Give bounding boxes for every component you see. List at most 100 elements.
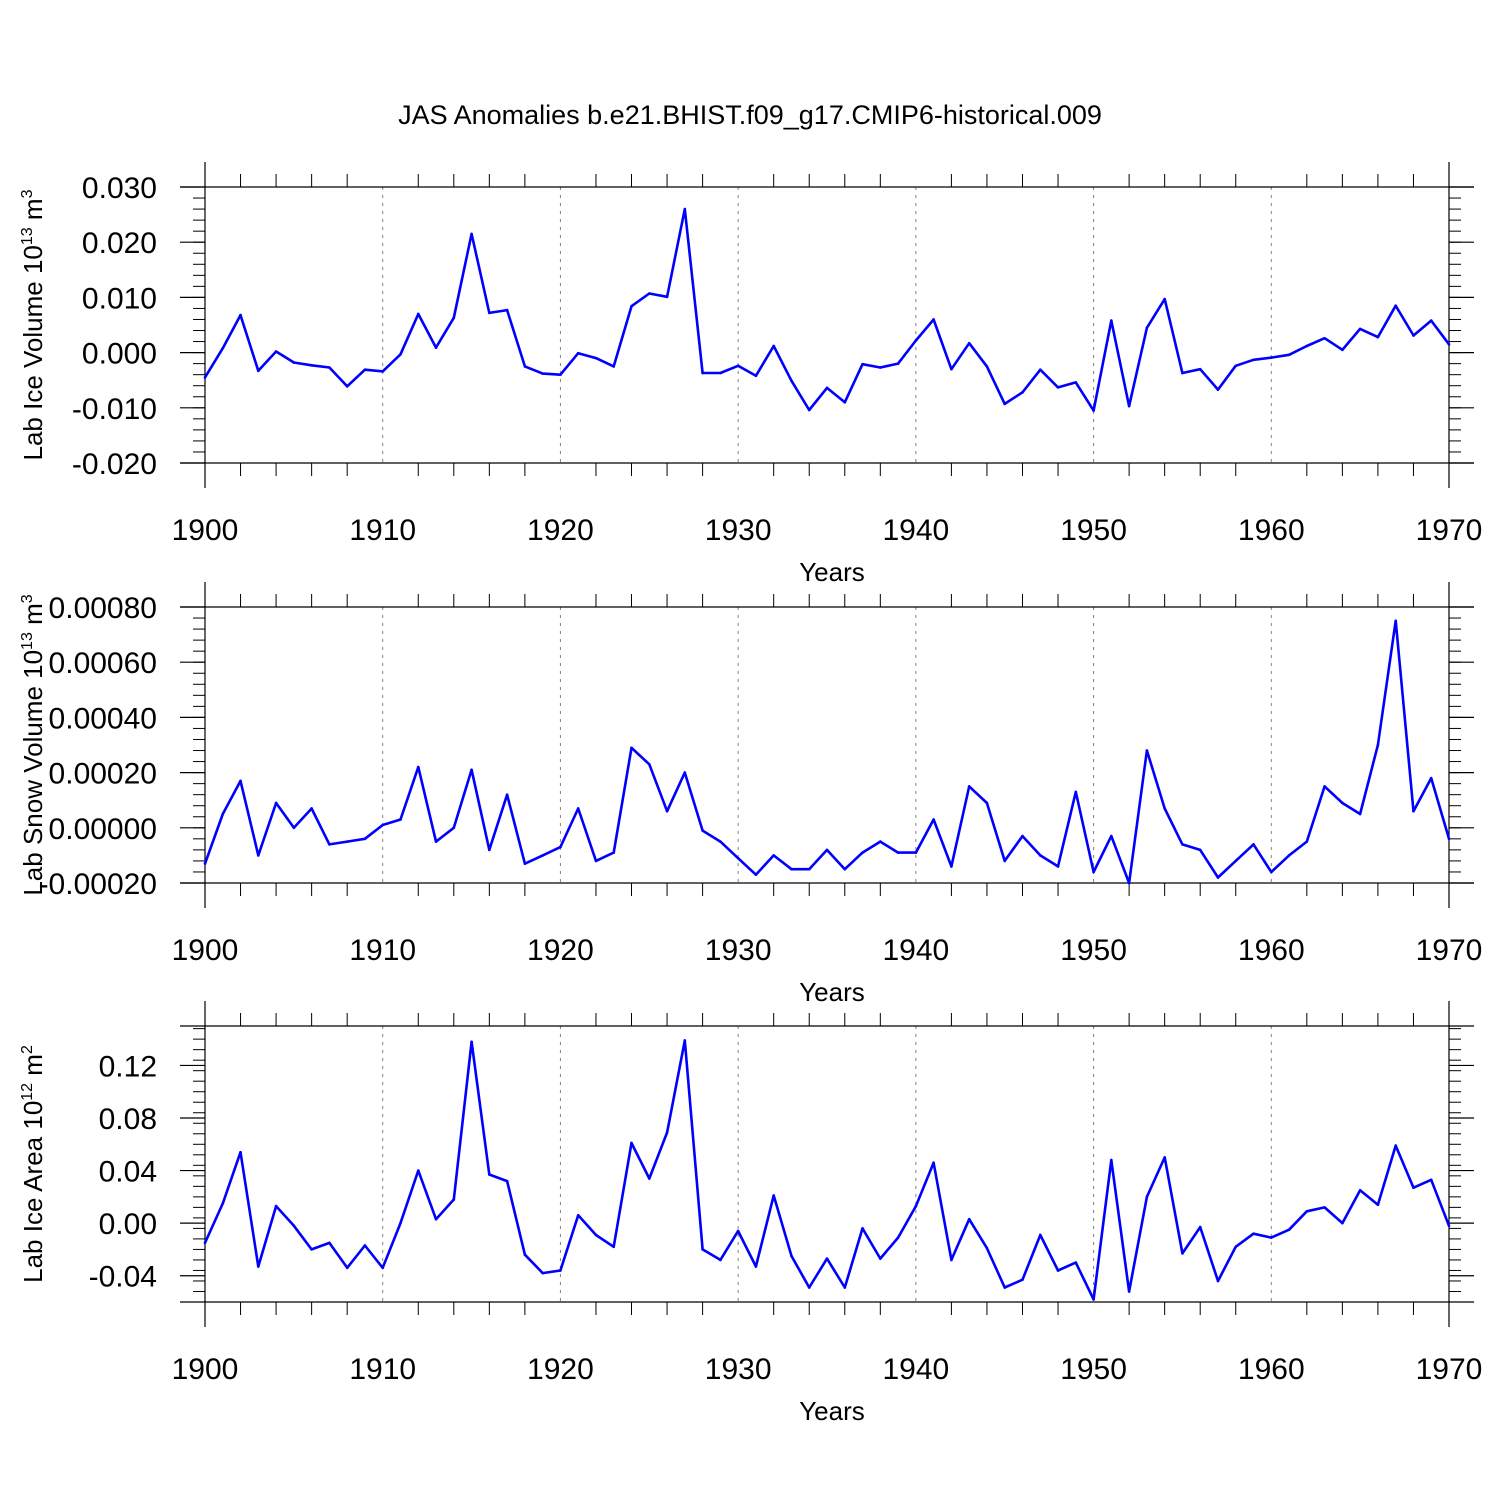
x-tick-label: 1900 (172, 934, 239, 967)
data-point (1216, 1279, 1220, 1283)
data-point (292, 826, 296, 830)
y-axis-label-exponent: 13 (19, 632, 36, 650)
data-point (754, 1265, 758, 1268)
data-point (825, 1257, 829, 1260)
data-point (1376, 335, 1380, 339)
data-point (345, 1266, 349, 1270)
data-point (594, 1233, 598, 1237)
data-point (1305, 1210, 1309, 1213)
data-point (665, 295, 669, 299)
data-point (1163, 1156, 1166, 1159)
data-point (612, 1245, 616, 1249)
data-point (1092, 870, 1095, 874)
data-point (1074, 790, 1078, 794)
x-tick-label: 1950 (1060, 1353, 1127, 1386)
data-point (274, 1204, 278, 1208)
data-point (1429, 319, 1433, 322)
data-point (790, 867, 793, 871)
data-point (1447, 1224, 1451, 1228)
x-tick-label: 1960 (1238, 934, 1305, 967)
x-tick-label: 1910 (349, 934, 416, 967)
data-point (1003, 859, 1007, 863)
data-point (345, 840, 349, 843)
y-axis-label-unit: m (18, 603, 48, 632)
y-tick-label: 0.000 (82, 338, 157, 371)
data-point (452, 1198, 456, 1201)
data-point (523, 1253, 527, 1256)
data-point (221, 1202, 225, 1205)
data-point (1429, 1178, 1433, 1182)
data-point (790, 1254, 793, 1258)
data-point (1341, 1221, 1344, 1225)
data-point (1074, 381, 1078, 384)
data-point (488, 1173, 491, 1176)
data-point (630, 1141, 633, 1145)
data-point (399, 818, 402, 821)
y-tick-label: 0.12 (99, 1050, 157, 1083)
y-tick-label: -0.04 (89, 1261, 157, 1294)
data-point (576, 1213, 580, 1217)
data-point (1056, 386, 1060, 389)
data-point (967, 341, 971, 345)
data-point (807, 408, 811, 412)
data-point (1092, 409, 1095, 412)
data-point (1287, 1228, 1291, 1232)
data-point (1074, 1261, 1078, 1264)
data-point (523, 365, 527, 368)
data-point (950, 1258, 953, 1262)
data-point (1269, 1236, 1273, 1239)
data-point (328, 1241, 331, 1245)
data-point (559, 373, 562, 376)
data-point (1341, 348, 1344, 352)
data-point (434, 346, 438, 349)
data-point (1376, 743, 1380, 747)
data-point (239, 313, 242, 317)
data-point (559, 845, 562, 849)
data-point (1145, 1195, 1149, 1199)
data-point (630, 304, 633, 308)
data-point (736, 364, 740, 368)
data-point (328, 843, 331, 846)
data-point (1358, 1188, 1362, 1192)
y-axis-label-unit-exponent: 2 (19, 1045, 36, 1054)
data-point (470, 232, 473, 236)
data-point (985, 365, 989, 368)
data-point (1358, 812, 1362, 816)
x-tick-label: 1960 (1238, 1353, 1305, 1386)
data-point (399, 1221, 402, 1225)
data-point (612, 851, 616, 854)
data-point (825, 386, 829, 390)
x-tick-label: 1970 (1416, 514, 1483, 547)
data-point (1216, 876, 1220, 879)
data-point (665, 1131, 669, 1134)
data-point (1412, 809, 1415, 813)
data-point (257, 369, 260, 373)
x-tick-label: 1940 (882, 1353, 949, 1386)
y-tick-label: 0.020 (82, 227, 157, 260)
data-point (221, 346, 225, 350)
data-point (1110, 1158, 1113, 1162)
data-point (576, 807, 580, 810)
series-line-ice-area (203, 1039, 1451, 1301)
data-point (310, 363, 313, 367)
data-point (363, 837, 367, 841)
data-point (1394, 304, 1397, 307)
data-point (505, 793, 509, 796)
data-point (434, 840, 438, 843)
data-point (1269, 870, 1273, 874)
x-axis-label: Years (799, 977, 865, 1007)
data-point (292, 1224, 296, 1228)
data-point (399, 352, 402, 356)
x-tick-label: 1920 (527, 934, 594, 967)
data-point (736, 1229, 740, 1233)
data-point (1394, 1144, 1397, 1147)
y-tick-label: 0.00060 (49, 647, 157, 680)
data-point (950, 865, 953, 868)
data-point (1163, 297, 1166, 301)
data-point (807, 1286, 811, 1289)
data-point (1323, 785, 1326, 788)
figure-title: JAS Anomalies b.e21.BHIST.f09_g17.CMIP6-… (398, 100, 1102, 130)
data-point (843, 867, 847, 871)
data-point (1056, 865, 1060, 868)
data-point (594, 859, 598, 863)
